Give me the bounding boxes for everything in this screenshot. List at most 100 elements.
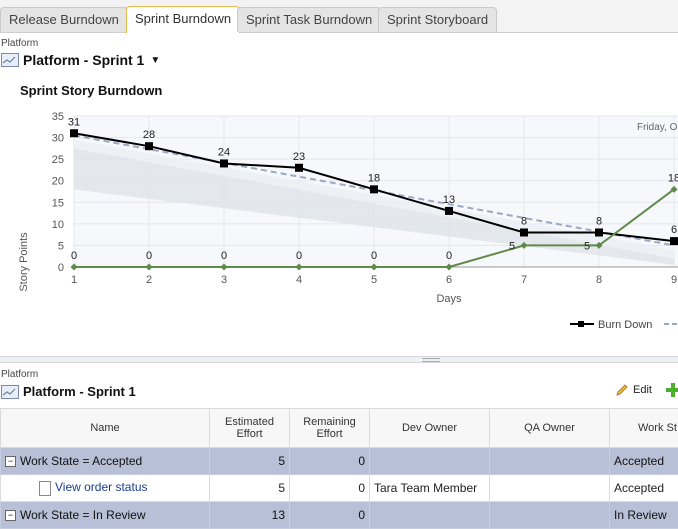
data-label: 18 — [368, 172, 380, 184]
panel-title: Platform - Sprint 1 — [1, 384, 136, 399]
splitter-grip-icon[interactable] — [422, 358, 440, 362]
work-items-grid: Name Estimated Effort Remaining Effort D… — [0, 408, 678, 529]
burn-down-point — [145, 142, 153, 150]
burn-down-point — [595, 228, 603, 236]
work-state-cell: Accepted — [610, 448, 678, 475]
y-tick-label: 25 — [52, 154, 64, 166]
column-header-estimated-effort[interactable]: Estimated Effort — [210, 409, 290, 448]
tab-release-burndown[interactable]: Release Burndown — [0, 7, 128, 32]
x-tick-label: 8 — [596, 274, 602, 286]
edit-button[interactable]: Edit — [616, 384, 652, 396]
x-tick-label: 4 — [296, 274, 302, 286]
y-axis-label: Story Points — [18, 232, 30, 292]
burn-down-point — [445, 207, 453, 215]
table-row[interactable]: View order status 5 0 Tara Team Member A… — [1, 475, 678, 502]
column-header-name[interactable]: Name — [1, 409, 210, 448]
pencil-icon — [616, 384, 628, 396]
data-label: 0 — [71, 250, 77, 262]
data-label: 0 — [446, 250, 452, 262]
tab-bar: Release Burndown Sprint Burndown Sprint … — [0, 0, 678, 33]
legend: Burn Down — [570, 319, 678, 331]
remaining-effort-cell: 0 — [290, 475, 370, 502]
data-label: 18 — [668, 172, 678, 184]
x-tick-label: 5 — [371, 274, 377, 286]
sprint-selector-label: Platform - Sprint 1 — [23, 52, 144, 68]
story-link[interactable]: View order status — [55, 480, 148, 494]
group-row-accepted[interactable]: −Work State = Accepted 5 0 Accepted — [1, 448, 678, 475]
edit-button-label: Edit — [633, 384, 652, 396]
column-header-work-state[interactable]: Work St — [610, 409, 678, 448]
burn-down-point — [295, 164, 303, 172]
context-label-bottom: Platform — [1, 369, 38, 380]
column-header-qa-owner[interactable]: QA Owner — [490, 409, 610, 448]
legend-burn-down-marker — [578, 321, 584, 327]
data-label: 5 — [509, 240, 515, 252]
x-tick-label: 1 — [71, 274, 77, 286]
data-label: 0 — [296, 250, 302, 262]
sprint-selector[interactable]: Platform - Sprint 1 ▼ — [1, 52, 160, 68]
data-label: 23 — [293, 151, 305, 163]
work-state-cell: Accepted — [610, 475, 678, 502]
estimated-effort-cell: 5 — [210, 475, 290, 502]
group-row-label: Work State = In Review — [20, 508, 146, 522]
x-tick-label: 3 — [221, 274, 227, 286]
y-tick-label: 20 — [52, 176, 64, 188]
column-header-remaining-effort[interactable]: Remaining Effort — [290, 409, 370, 448]
y-tick-label: 0 — [58, 262, 64, 274]
tab-sprint-storyboard[interactable]: Sprint Storyboard — [378, 7, 497, 32]
data-label: 8 — [521, 215, 527, 227]
estimated-effort-cell: 13 — [210, 502, 290, 529]
data-label: 6 — [671, 224, 677, 236]
tab-sprint-task-burndown[interactable]: Sprint Task Burndown — [237, 7, 381, 32]
collapse-icon[interactable]: − — [5, 510, 16, 521]
data-label: 0 — [146, 250, 152, 262]
estimated-effort-cell: 5 — [210, 448, 290, 475]
qa-owner-cell — [490, 448, 610, 475]
burn-down-point — [220, 159, 228, 167]
y-tick-label: 10 — [52, 219, 64, 231]
legend-burn-down-label: Burn Down — [598, 319, 652, 331]
group-row-label: Work State = Accepted — [20, 454, 142, 468]
panel-title-label: Platform - Sprint 1 — [23, 384, 136, 399]
data-label: 5 — [584, 240, 590, 252]
dev-owner-cell — [370, 448, 490, 475]
dev-owner-cell — [370, 502, 490, 529]
qa-owner-cell — [490, 475, 610, 502]
document-icon — [39, 481, 51, 496]
chevron-down-icon[interactable]: ▼ — [150, 55, 160, 66]
y-tick-label: 30 — [52, 133, 64, 145]
collapse-icon[interactable]: − — [5, 456, 16, 467]
y-tick-label: 15 — [52, 197, 64, 209]
data-label: 0 — [371, 250, 377, 262]
data-label: 0 — [221, 250, 227, 262]
grid-header-row: Name Estimated Effort Remaining Effort D… — [1, 409, 678, 448]
data-label: 31 — [68, 116, 80, 128]
x-tick-label: 6 — [446, 274, 452, 286]
chart-icon — [1, 385, 19, 399]
burn-down-point — [70, 129, 78, 137]
y-tick-label: 5 — [58, 240, 64, 252]
x-tick-label: 9 — [671, 274, 677, 286]
qa-owner-cell — [490, 502, 610, 529]
tab-sprint-burndown[interactable]: Sprint Burndown — [126, 6, 240, 33]
group-row-in-review[interactable]: −Work State = In Review 13 0 In Review — [1, 502, 678, 529]
panel-splitter[interactable] — [0, 356, 678, 363]
chart-icon — [1, 53, 19, 67]
add-icon[interactable] — [666, 382, 678, 398]
date-label: Friday, O — [637, 122, 678, 133]
burn-down-point — [670, 237, 678, 245]
y-tick-label: 35 — [52, 111, 64, 123]
data-label: 28 — [143, 129, 155, 141]
burn-down-point — [520, 228, 528, 236]
remaining-effort-cell: 0 — [290, 448, 370, 475]
data-label: 24 — [218, 146, 230, 158]
remaining-effort-cell: 0 — [290, 502, 370, 529]
data-label: 13 — [443, 194, 455, 206]
x-tick-label: 2 — [146, 274, 152, 286]
x-axis-label: Days — [436, 293, 462, 305]
context-label: Platform — [1, 38, 38, 49]
chart-title: Sprint Story Burndown — [20, 83, 162, 98]
column-header-dev-owner[interactable]: Dev Owner — [370, 409, 490, 448]
burn-down-point — [370, 185, 378, 193]
